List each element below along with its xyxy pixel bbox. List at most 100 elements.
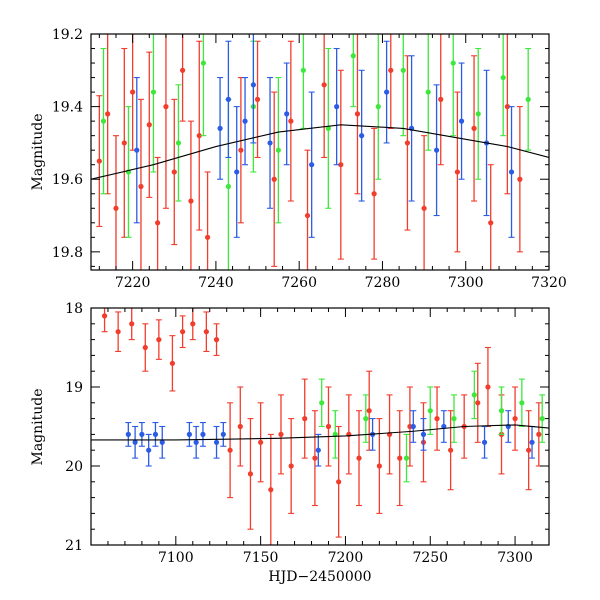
- bottom-red-point: [485, 384, 491, 390]
- bottom-panel: 7100 7150 7200 7250 7300 18 19 20 21 Magnitude H…: [30, 301, 550, 585]
- bottom-red-point: [203, 329, 209, 335]
- bottom-model-curve: [91, 424, 549, 441]
- top-red-point: [138, 183, 144, 190]
- top-red-point: [471, 125, 477, 131]
- top-red-point: [105, 111, 111, 117]
- bottom-blue-point: [186, 431, 192, 437]
- bottom-x-tick-label: 7250: [412, 550, 448, 566]
- bottom-x-tick-label: 7200: [328, 550, 364, 566]
- top-red-point: [130, 89, 136, 95]
- bottom-red-point: [302, 416, 308, 422]
- top-green-point: [450, 60, 456, 66]
- top-blue-point: [384, 89, 390, 95]
- bottom-blue-point: [159, 439, 165, 445]
- top-red-point: [354, 111, 361, 117]
- top-green-point: [525, 96, 531, 102]
- bottom-red-point: [376, 463, 382, 469]
- top-red-point: [163, 104, 169, 110]
- top-blue-point: [359, 133, 365, 139]
- bottom-y-tick-label: 19: [65, 380, 83, 396]
- bottom-red-point: [180, 329, 186, 335]
- bottom-red-point: [325, 423, 332, 430]
- bottom-green-point: [319, 400, 325, 406]
- bottom-red-point: [142, 344, 148, 351]
- bottom-red-point: [169, 360, 176, 366]
- top-green-point: [275, 147, 281, 153]
- bottom-red-point: [247, 471, 254, 477]
- top-x-tick-label: 7300: [448, 275, 484, 291]
- top-y-tick-label: 19.8: [52, 245, 83, 261]
- bottom-plot-frame: [90, 307, 550, 546]
- top-green-point: [475, 111, 481, 117]
- top-red-point: [454, 169, 460, 175]
- top-green-point: [200, 60, 207, 66]
- top-green-point: [500, 74, 506, 81]
- bottom-green-point: [519, 400, 525, 406]
- bottom-y-tick-label: 21: [65, 538, 83, 554]
- bottom-blue-point: [139, 431, 145, 437]
- top-green-point: [425, 89, 431, 95]
- top-green-point: [400, 67, 406, 73]
- top-red-point: [146, 122, 152, 128]
- top-data-area: [91, 34, 549, 270]
- top-model-curve: [91, 124, 549, 180]
- top-blue-point: [508, 169, 515, 175]
- top-red-point: [171, 169, 177, 175]
- bottom-blue-point: [481, 439, 488, 445]
- bottom-red-point: [356, 455, 362, 461]
- top-blue-point: [309, 162, 315, 168]
- bottom-x-tick-label: 7300: [497, 550, 533, 566]
- top-blue-point: [225, 96, 231, 102]
- top-blue-point: [242, 118, 248, 124]
- bottom-series-green: [318, 370, 546, 483]
- bottom-y-tick-label: 20: [65, 459, 83, 475]
- bottom-red-point: [268, 487, 274, 493]
- bottom-data-area: [91, 308, 549, 545]
- top-series-red: [96, 34, 523, 270]
- top-red-point: [196, 133, 202, 139]
- top-blue-point: [433, 147, 440, 153]
- bottom-red-point: [397, 455, 403, 461]
- top-red-point: [254, 96, 261, 102]
- bottom-blue-point: [220, 431, 226, 437]
- top-red-point: [180, 67, 186, 73]
- top-red-point: [504, 104, 510, 110]
- bottom-red-point: [115, 329, 121, 335]
- top-red-point: [113, 205, 119, 211]
- bottom-red-point: [312, 455, 318, 461]
- top-blue-point: [217, 125, 223, 131]
- bottom-red-point: [475, 400, 481, 406]
- top-red-point: [238, 147, 244, 153]
- top-green-point: [175, 140, 182, 146]
- bottom-red-point: [258, 439, 264, 445]
- top-red-point: [271, 176, 277, 182]
- bottom-green-point: [451, 416, 457, 422]
- top-y-tick-label: 19.4: [52, 100, 83, 116]
- top-green-point: [350, 53, 356, 59]
- bottom-green-point: [471, 392, 477, 398]
- top-blue-point: [234, 169, 240, 175]
- bottom-red-point: [278, 431, 284, 437]
- bottom-red-point: [227, 447, 233, 453]
- top-axes: 7220 7240 7260 7280 7300 7320 19.2 19.4 19.6 19.8: [52, 27, 567, 291]
- bottom-red-point: [213, 337, 220, 343]
- bottom-x-tick-label: 7150: [243, 550, 279, 566]
- bottom-red-point: [237, 423, 243, 430]
- top-red-point: [388, 67, 394, 73]
- top-green-point: [150, 89, 157, 95]
- top-green-point: [325, 125, 331, 131]
- top-red-point: [96, 158, 102, 164]
- top-series-green: [100, 34, 532, 270]
- bottom-y-tick-label: 18: [65, 301, 83, 317]
- top-blue-point: [250, 82, 256, 88]
- bottom-green-point: [403, 455, 410, 461]
- top-red-point: [304, 212, 311, 219]
- bottom-axes: 7100 7150 7200 7250 7300 18 19 20 21: [65, 301, 550, 566]
- bottom-red-point: [434, 416, 440, 422]
- top-y-axis-label: Magnitude: [30, 113, 46, 190]
- bottom-blue-point: [193, 439, 199, 445]
- bottom-red-point: [190, 321, 196, 327]
- bottom-x-axis-label: HJD−2450000: [268, 569, 371, 585]
